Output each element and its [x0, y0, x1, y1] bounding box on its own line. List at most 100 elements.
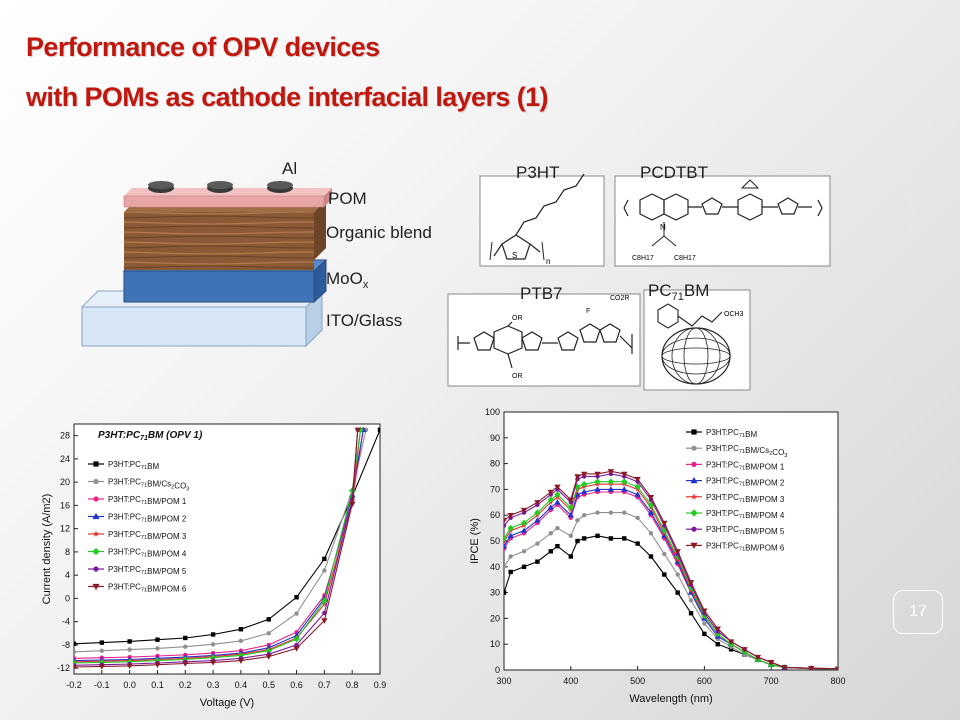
series-group [74, 426, 380, 671]
data-point [808, 665, 815, 670]
y-tick-label: 40 [490, 562, 500, 572]
legend-marker [93, 461, 99, 467]
legend-label: P3HT:PC71BM/POM 3 [108, 530, 187, 541]
chart-title: P3HT:PC71BM (OPV 1) [98, 430, 203, 442]
data-point [581, 536, 587, 541]
data-point [701, 608, 708, 614]
y-tick-label: 50 [490, 536, 500, 546]
data-point [688, 611, 694, 616]
y-tick-label: -8 [62, 640, 70, 650]
data-point [520, 527, 528, 533]
data-point [294, 611, 299, 616]
svg-text:C8H17: C8H17 [674, 255, 696, 262]
data-point [687, 580, 695, 586]
ipce-chart: 300 400 500 600 700 800 0 10 20 30 40 50 60 70 80 90 100… [469, 407, 846, 705]
x-tick-label: 0.1 [151, 680, 164, 690]
series-line [74, 429, 362, 663]
y-tick-label: 12 [60, 524, 70, 534]
x-tick-label: 0.4 [235, 680, 248, 690]
svg-text:N: N [660, 223, 666, 232]
y-tick-label: 70 [490, 484, 500, 494]
legend-label: P3HT:PC71BM [108, 460, 159, 471]
data-point [99, 648, 105, 653]
legend-label: P3HT:PC71BM [706, 428, 757, 439]
data-point [535, 559, 540, 564]
data-point [507, 532, 514, 539]
device-stack-diagram: Al POM Organic blend MoOx ITO/Glass [80, 159, 432, 348]
data-point [504, 523, 507, 528]
y-tick-label: 0 [495, 665, 500, 675]
data-point [155, 646, 160, 651]
legend-label: P3HT:PC71BM/POM 2 [108, 513, 187, 524]
data-point [555, 543, 560, 549]
data-point [581, 513, 587, 518]
x-axis-label: Voltage (V) [200, 697, 254, 709]
data-point [547, 496, 554, 503]
data-point [574, 474, 581, 480]
ptb7-structure: PTB7 CO2R F OR OR [447, 284, 641, 387]
y-tick-label: 8 [65, 547, 70, 557]
data-point [575, 538, 580, 544]
al-electrodes [148, 181, 293, 193]
legend-marker [690, 477, 698, 484]
data-point [568, 554, 573, 559]
data-point [621, 471, 628, 478]
y-tick-label: 0 [65, 593, 70, 603]
data-point [768, 660, 775, 666]
y-tick-label: 20 [490, 613, 500, 623]
data-point [98, 664, 106, 670]
data-point [547, 489, 554, 496]
data-point [237, 658, 245, 664]
ptb7-label: PTB7 [520, 284, 563, 303]
p3ht-label: P3HT [516, 163, 559, 182]
data-point [607, 486, 615, 492]
x-tick-label: 800 [830, 676, 845, 686]
legend-marker [690, 542, 698, 549]
data-point [238, 638, 244, 644]
y-tick-label: 28 [60, 431, 70, 441]
data-point [238, 627, 244, 632]
svg-text:CO2R: CO2R [610, 295, 629, 302]
legend-marker [92, 530, 100, 537]
data-point [209, 660, 217, 666]
organic-blend-label: Organic blend [326, 223, 432, 242]
pcdtbt-structure: PCDTBT N C8H17 C8H17 [614, 163, 831, 267]
data-point [507, 513, 514, 519]
y-tick-label: 90 [490, 433, 500, 443]
y-tick-label: 20 [60, 477, 70, 487]
legend-marker [691, 429, 697, 435]
data-point [594, 486, 601, 492]
data-point [377, 427, 380, 433]
legend-marker [93, 478, 99, 485]
y-tick-label: 80 [490, 459, 500, 469]
plot-area [503, 411, 839, 671]
legend-marker [92, 583, 100, 591]
pc71bm-structure: PC71BM OCH3 [643, 281, 751, 391]
data-point [634, 491, 641, 497]
data-point [754, 654, 762, 661]
data-point [608, 510, 614, 515]
data-point [594, 471, 601, 478]
series-group [504, 469, 838, 670]
slide-title-line1: Performance of OPV devices [26, 32, 380, 62]
y-tick-label: 24 [60, 454, 70, 464]
x-tick-label: 0.8 [346, 680, 359, 690]
data-point [702, 631, 707, 637]
y-tick-label: 60 [490, 510, 500, 520]
data-point [520, 507, 528, 514]
y-tick-label: 16 [60, 500, 70, 510]
svg-text:S: S [512, 251, 517, 260]
legend-label: P3HT:PC71BM/Cs2CO3 [706, 444, 787, 459]
data-point [594, 478, 601, 485]
legend: P3HT:PC71BMP3HT:PC71BM/Cs2CO3P3HT:PC71BM… [686, 428, 787, 552]
data-point [634, 476, 641, 483]
data-point [647, 509, 655, 515]
data-point [155, 637, 160, 642]
moox-label: MoOx [326, 269, 369, 291]
p3ht-structure: P3HT S n [479, 163, 605, 267]
data-point [182, 661, 189, 667]
data-point [575, 518, 580, 523]
pom-label: POM [328, 189, 367, 208]
data-point [781, 665, 788, 670]
x-tick-label: -0.2 [66, 680, 82, 690]
